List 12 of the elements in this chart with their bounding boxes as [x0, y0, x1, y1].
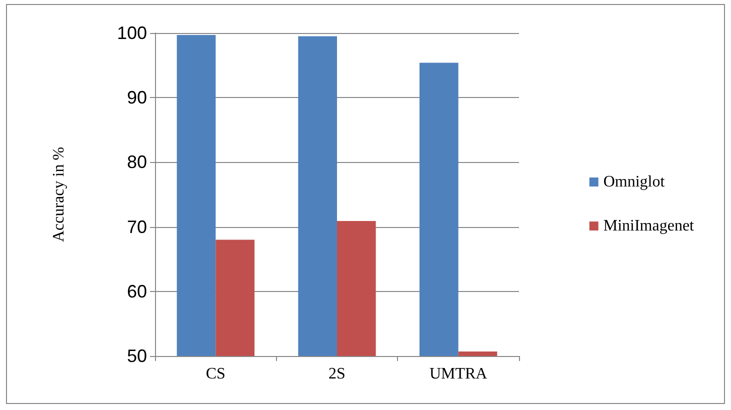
y-tick-label: 100	[116, 23, 147, 43]
x-tick-label: 2S	[328, 366, 346, 382]
y-tick-label: 60	[126, 281, 147, 302]
legend-label: Omniglot	[603, 174, 666, 190]
x-tick-label: UMTRA	[429, 366, 488, 382]
y-tick-label: 80	[126, 152, 147, 172]
y-tick-label: 90	[126, 88, 147, 108]
legend-label: MiniImagenet	[603, 218, 695, 234]
y-tick-label: 50	[126, 346, 147, 366]
x-tick-label: CS	[206, 366, 226, 382]
y-axis-title: Accuracy in %	[50, 146, 68, 242]
y-tick-label: 70	[126, 216, 147, 237]
